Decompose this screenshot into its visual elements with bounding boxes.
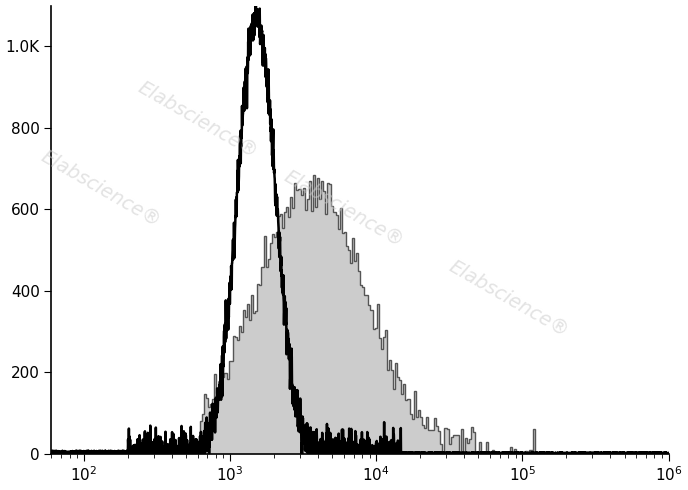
Text: Elabscience®: Elabscience® (281, 168, 407, 251)
Text: Elabscience®: Elabscience® (134, 78, 261, 162)
Text: Elabscience®: Elabscience® (445, 257, 572, 341)
Text: Elabscience®: Elabscience® (37, 147, 164, 231)
